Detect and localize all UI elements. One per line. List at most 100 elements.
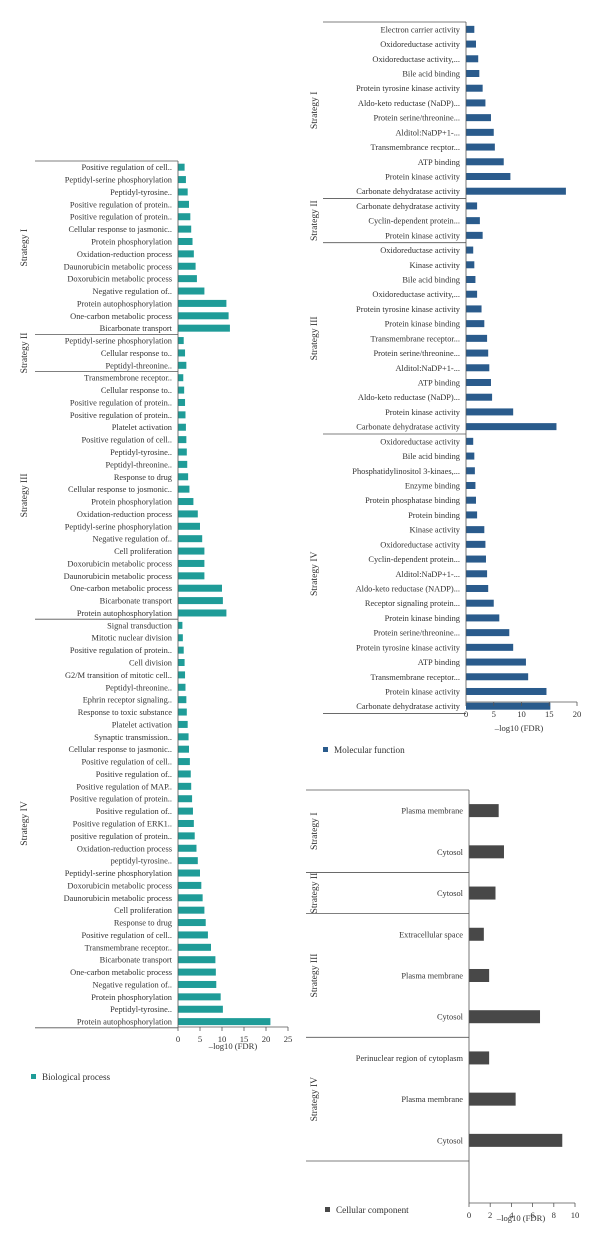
bar bbox=[178, 287, 205, 295]
category-label: Negative regulation of.. bbox=[92, 980, 172, 989]
category-label: Peptidyl-tyrosine.. bbox=[110, 188, 172, 197]
category-label: Peptidyl-serine phosphorylation bbox=[65, 176, 173, 185]
category-label: Cellular response to jasmonic.. bbox=[68, 745, 172, 754]
category-label: Plasma membrane bbox=[401, 1095, 463, 1104]
x-tick-label: 0 bbox=[176, 1034, 180, 1044]
bar bbox=[178, 696, 187, 704]
bar bbox=[178, 634, 183, 642]
strategy-label: Strategy IV bbox=[19, 801, 30, 846]
bar bbox=[466, 334, 488, 342]
category-label: Aldo-keto reductase (NADP)... bbox=[356, 584, 460, 593]
bar bbox=[178, 597, 223, 605]
biological-process-chart: Positive regulation of cell.. Peptidyl-se… bbox=[19, 160, 292, 1082]
bar bbox=[178, 361, 187, 369]
bar bbox=[178, 708, 187, 716]
bar bbox=[178, 262, 196, 270]
bar bbox=[466, 629, 510, 637]
category-label: Peptidyl-threonine.. bbox=[105, 361, 172, 370]
bar bbox=[178, 374, 184, 382]
legend-label: Cellular component bbox=[336, 1205, 409, 1215]
category-label: Aldo-keto reductase (NaDP)... bbox=[358, 393, 460, 402]
bar bbox=[466, 114, 491, 122]
category-label: Kinase activity bbox=[410, 261, 461, 270]
category-label: Peptidyl-serine phosphorylation bbox=[65, 869, 173, 878]
x-tick-label: 0 bbox=[467, 1210, 471, 1220]
category-label: Protein kinase activity bbox=[385, 172, 461, 181]
x-axis-title: –log10 (FDR) bbox=[494, 723, 544, 733]
category-label: Positive regulation of cell.. bbox=[82, 931, 172, 940]
bar bbox=[466, 364, 490, 372]
category-label: Cellular response to.. bbox=[101, 386, 172, 395]
bar bbox=[178, 324, 230, 332]
category-label: Platelet activation bbox=[112, 720, 173, 729]
category-label: Carbonate dehydratase activity bbox=[356, 702, 461, 711]
bar bbox=[466, 261, 475, 269]
category-label: Oxidoreductase activity bbox=[380, 540, 461, 549]
category-label: Oxidoreductase activity bbox=[380, 40, 461, 49]
strategy-label: Strategy II bbox=[19, 333, 30, 374]
x-tick-label: 2 bbox=[488, 1210, 492, 1220]
bar bbox=[178, 1018, 271, 1026]
bar bbox=[466, 231, 483, 239]
molecular-function-chart: Electron carrier activity Oxidoreductase … bbox=[309, 21, 581, 755]
x-tick-label: 4 bbox=[509, 1210, 514, 1220]
x-tick-label: 5 bbox=[492, 709, 496, 719]
bar bbox=[466, 128, 494, 136]
category-label: Protein serine/threonine... bbox=[373, 629, 460, 638]
category-label: Positive regulation of protein.. bbox=[70, 200, 172, 209]
bar bbox=[466, 69, 480, 77]
bar bbox=[178, 386, 185, 394]
bar bbox=[469, 1092, 516, 1106]
strategy-label: Strategy I bbox=[309, 91, 320, 129]
bar bbox=[466, 673, 529, 681]
category-label: Ephrin receptor signaling.. bbox=[83, 696, 172, 705]
category-label: Alditol:NaDP+1-... bbox=[395, 570, 460, 579]
bar bbox=[466, 408, 514, 416]
bar bbox=[178, 1005, 223, 1013]
category-label: Bile acid binding bbox=[402, 69, 460, 78]
category-label: Protein kinase binding bbox=[385, 320, 461, 329]
category-label: Signal transduction bbox=[107, 621, 173, 630]
category-label: Protein kinase activity bbox=[385, 231, 461, 240]
category-label: Peptidyl-tyrosine.. bbox=[110, 448, 172, 457]
category-label: Alditol:NaDP+1-... bbox=[395, 364, 460, 373]
bar bbox=[178, 807, 193, 815]
bar bbox=[178, 572, 205, 580]
category-label: Protein phosphorylation bbox=[91, 237, 173, 246]
category-label: Protein tyrosine kinase activity bbox=[356, 84, 461, 93]
category-label: ATP binding bbox=[418, 658, 461, 667]
category-label: Protein autophosphorylation bbox=[77, 299, 173, 308]
bar bbox=[466, 555, 486, 563]
category-label: Cyclin-dependent protein... bbox=[368, 217, 460, 226]
bar bbox=[178, 720, 188, 728]
bar bbox=[469, 1051, 490, 1065]
category-label: Aldo-keto reductase (NaDP)... bbox=[358, 99, 460, 108]
bar bbox=[466, 158, 504, 166]
category-label: Electron carrier activity bbox=[380, 25, 460, 34]
strategy-label: Strategy II bbox=[309, 200, 320, 241]
bar bbox=[178, 213, 191, 221]
category-label: Positive regulation of MAP.. bbox=[76, 782, 172, 791]
strategy-label: Strategy III bbox=[19, 473, 30, 517]
bar bbox=[178, 535, 203, 543]
bar bbox=[178, 844, 197, 852]
bar bbox=[178, 498, 194, 506]
category-label: Cellular response to josmonic.. bbox=[68, 485, 172, 494]
bar bbox=[469, 968, 490, 982]
legend-swatch bbox=[325, 1207, 330, 1212]
category-label: Cell proliferation bbox=[114, 547, 173, 556]
category-label: Platelet activation bbox=[112, 423, 173, 432]
bar bbox=[466, 511, 478, 519]
category-label: Response to toxic substance bbox=[78, 708, 172, 717]
strategy-label: Strategy IV bbox=[309, 551, 320, 596]
bar bbox=[466, 305, 482, 313]
category-label: Protein kinase activity bbox=[385, 687, 461, 696]
category-label: Cytosol bbox=[437, 1013, 464, 1022]
x-tick-label: 0 bbox=[464, 709, 468, 719]
bar bbox=[178, 733, 189, 741]
category-label: Oxidation-reduction process bbox=[77, 844, 172, 853]
bar bbox=[178, 919, 206, 927]
bar bbox=[178, 559, 205, 567]
legend-label: Biological process bbox=[42, 1072, 111, 1082]
